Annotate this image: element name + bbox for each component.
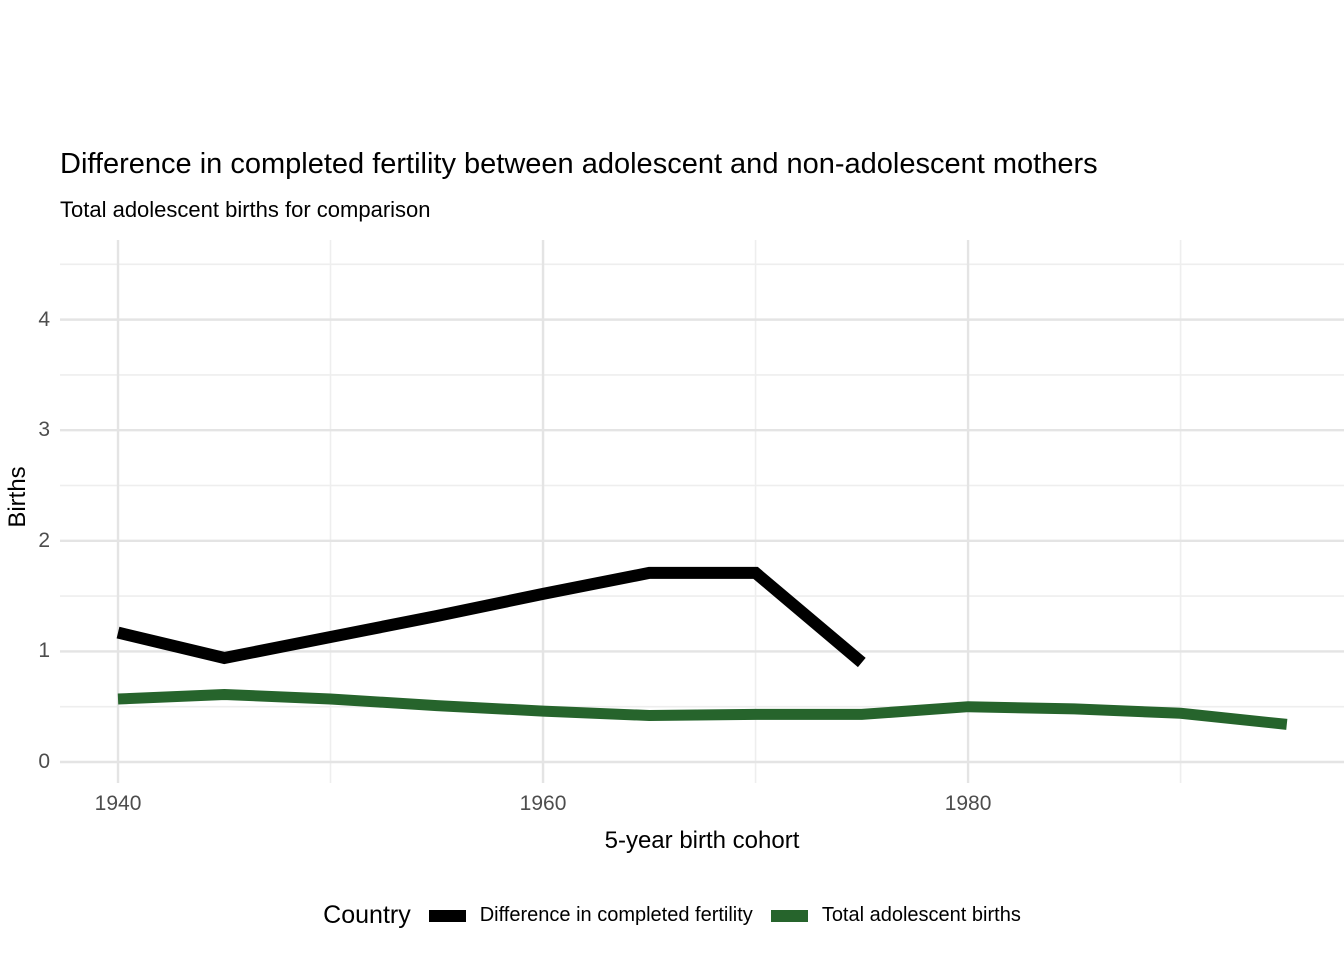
x-axis-title: 5-year birth cohort: [604, 827, 800, 854]
x-tick-label: 1960: [519, 792, 567, 815]
y-tick-label: 4: [38, 307, 50, 331]
y-axis-title: Births: [4, 466, 31, 528]
legend-swatch-difference-icon: [428, 909, 466, 922]
x-tick-label: 1940: [94, 792, 142, 815]
legend: Country Difference in completed fertilit…: [0, 901, 1344, 930]
y-tick-label: 3: [38, 418, 50, 442]
y-tick-label: 0: [38, 749, 50, 773]
chart-subtitle: Total adolescent births for comparison: [60, 197, 431, 222]
plot-panel: [60, 240, 1344, 783]
legend-item-total-births: Total adolescent births: [770, 904, 1021, 927]
legend-title: Country: [323, 901, 411, 929]
x-tick-label: 1980: [944, 792, 992, 815]
series-line-total-births: [117, 688, 1288, 730]
y-tick-label: 1: [38, 639, 50, 663]
chart-title: Difference in completed fertility betwee…: [60, 148, 1098, 180]
y-tick-label: 2: [38, 528, 50, 552]
legend-label-difference: Difference in completed fertility: [479, 904, 753, 926]
legend-swatch-total-births-icon: [770, 909, 808, 922]
series-line-difference: [116, 566, 866, 668]
legend-label-total-births: Total adolescent births: [821, 904, 1021, 926]
legend-item-difference: Difference in completed fertility: [428, 904, 753, 927]
